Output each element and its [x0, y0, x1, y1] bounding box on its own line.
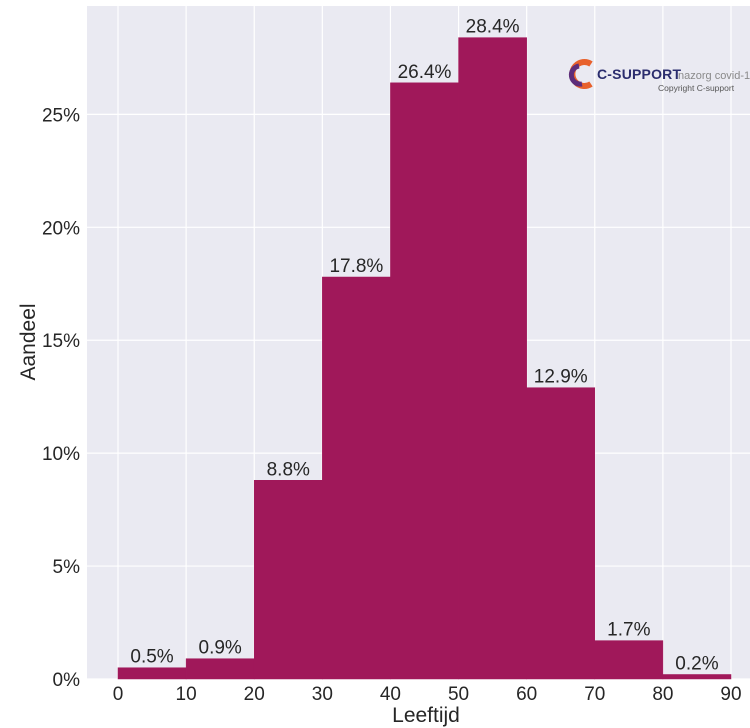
- bar-value-label: 17.8%: [329, 256, 383, 277]
- bar-60-70: [526, 387, 596, 680]
- bar-value-label: 28.4%: [466, 17, 520, 38]
- c-support-logo: C-SUPPORT nazorg covid-19 Copyright C-su…: [568, 59, 750, 93]
- bars: [117, 37, 732, 680]
- x-tick-label: 80: [652, 684, 673, 705]
- y-tick-label: 15%: [42, 331, 80, 352]
- x-tick-label: 30: [312, 684, 333, 705]
- x-tick-label: 10: [176, 684, 197, 705]
- c-support-logo-icon: [568, 59, 593, 89]
- x-tick-label: 20: [244, 684, 265, 705]
- x-tick-label: 0: [113, 684, 124, 705]
- bar-20-30: [253, 480, 323, 680]
- y-axis-ticks: 0% 5% 10% 15% 20% 25%: [42, 105, 80, 691]
- x-axis-ticks: 0 10 20 30 40 50 60 70 80 90: [113, 684, 742, 705]
- x-tick-label: 60: [516, 684, 537, 705]
- bar-labels: 0.5% 0.9% 8.8% 17.8% 26.4% 28.4% 12.9% 1.7% 0.2%: [130, 17, 718, 675]
- y-tick-label: 20%: [42, 218, 80, 239]
- x-axis-title: Leeftijd: [392, 704, 460, 727]
- bar-30-40: [322, 276, 391, 680]
- x-tick-label: 50: [448, 684, 469, 705]
- bar-value-label: 12.9%: [534, 367, 588, 388]
- y-tick-label: 10%: [42, 444, 80, 465]
- y-tick-label: 25%: [42, 105, 80, 126]
- logo-name: C-SUPPORT: [597, 66, 681, 82]
- x-tick-label: 90: [720, 684, 741, 705]
- x-tick-label: 40: [380, 684, 401, 705]
- bar-value-label: 1.7%: [607, 620, 650, 641]
- bar-50-60: [458, 37, 527, 680]
- bar-value-label: 0.5%: [130, 647, 173, 668]
- bar-0-10: [117, 667, 187, 680]
- bar-10-20: [185, 658, 255, 680]
- bar-value-label: 8.8%: [267, 459, 310, 480]
- bar-70-80: [594, 640, 664, 680]
- bar-value-label: 26.4%: [398, 62, 452, 83]
- y-axis-title: Aandeel: [17, 303, 40, 380]
- x-tick-label: 70: [584, 684, 605, 705]
- bar-value-label: 0.2%: [675, 653, 718, 674]
- bar-80-90: [662, 674, 732, 680]
- logo-copyright: Copyright C-support: [658, 83, 735, 93]
- y-tick-label: 5%: [53, 557, 81, 578]
- y-tick-label: 0%: [53, 670, 81, 691]
- bar-value-label: 0.9%: [199, 638, 242, 659]
- logo-subtitle: nazorg covid-19: [678, 70, 750, 82]
- bar-40-50: [390, 82, 459, 680]
